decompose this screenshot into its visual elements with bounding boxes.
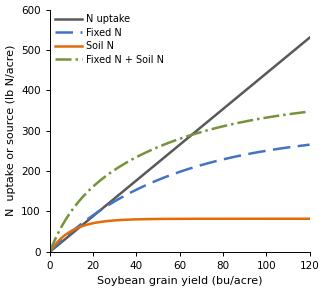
N uptake <box>188 134 192 138</box>
Soil N <box>308 217 312 220</box>
N uptake <box>301 41 305 45</box>
X-axis label: Soybean grain yield (bu/acre): Soybean grain yield (bu/acre) <box>97 277 262 286</box>
N uptake <box>261 74 265 78</box>
Fixed N <box>171 172 175 176</box>
Fixed N <box>48 250 52 254</box>
Fixed N + Soil N <box>171 139 175 143</box>
Soil N <box>188 217 192 220</box>
N uptake <box>48 250 52 254</box>
Line: Fixed N: Fixed N <box>50 145 310 252</box>
Fixed N + Soil N <box>173 139 177 142</box>
Fixed N <box>173 172 177 175</box>
Fixed N <box>188 167 192 170</box>
Fixed N <box>202 162 206 166</box>
Fixed N + Soil N <box>301 111 305 114</box>
N uptake <box>202 123 206 126</box>
Fixed N + Soil N <box>188 133 192 137</box>
N uptake <box>308 36 312 39</box>
Fixed N <box>261 150 265 153</box>
Fixed N + Soil N <box>48 250 52 254</box>
Soil N <box>301 217 305 220</box>
Soil N <box>202 217 206 220</box>
Soil N <box>173 217 177 220</box>
Fixed N <box>308 143 312 146</box>
Fixed N + Soil N <box>308 110 312 113</box>
Fixed N + Soil N <box>261 117 265 120</box>
Fixed N <box>301 144 305 147</box>
Soil N <box>48 250 52 254</box>
Soil N <box>261 217 265 220</box>
Fixed N + Soil N <box>202 129 206 133</box>
Legend: N uptake, Fixed N, Soil N, Fixed N + Soil N: N uptake, Fixed N, Soil N, Fixed N + Soi… <box>53 13 166 67</box>
Soil N <box>171 217 175 221</box>
Line: Fixed N + Soil N: Fixed N + Soil N <box>50 112 310 252</box>
N uptake <box>173 147 177 151</box>
N uptake <box>171 148 175 152</box>
Y-axis label: N  uptake or source (lb N/acre): N uptake or source (lb N/acre) <box>6 45 16 216</box>
Line: Soil N: Soil N <box>50 219 310 252</box>
Line: N uptake: N uptake <box>50 38 310 252</box>
